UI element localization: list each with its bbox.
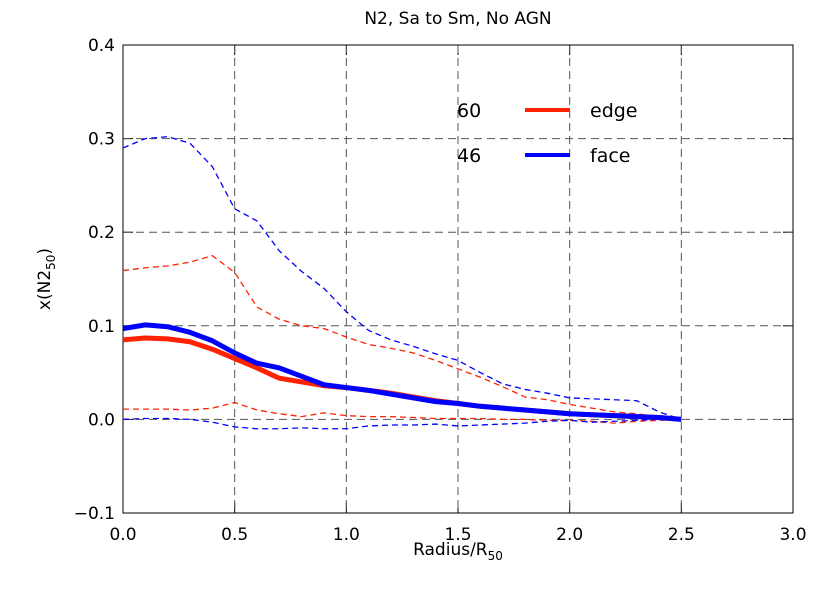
legend-count: 60 — [457, 100, 481, 122]
series-line — [123, 401, 682, 424]
x-axis-label: Radius/R50 — [413, 540, 503, 563]
x-tick-label: 2.5 — [668, 525, 695, 545]
x-tick-label: 0.5 — [221, 525, 248, 545]
series-line — [122, 417, 682, 430]
x-label-main: Radius/R — [413, 540, 488, 560]
y-axis-label: x(N250) — [35, 248, 58, 310]
x-tick-label: 0.0 — [109, 525, 136, 545]
legend-label: edge — [590, 100, 638, 122]
plot-frame — [122, 44, 794, 514]
y-label-sub: 50 — [44, 255, 58, 270]
x-tick-label: 3.0 — [779, 525, 806, 545]
x-tick-label: 1.5 — [444, 525, 471, 545]
x-tick-label: 2.0 — [556, 525, 583, 545]
x-label-sub: 50 — [488, 549, 503, 563]
series-line — [122, 254, 682, 421]
chart-title: N2, Sa to Sm, No AGN — [364, 9, 551, 29]
y-tick-label: 0.0 — [88, 410, 115, 430]
y-tick-label: 0.1 — [88, 317, 115, 337]
y-tick-label: 0.2 — [88, 223, 115, 243]
y-tick-label: −0.1 — [74, 504, 115, 524]
y-tick-label: 0.4 — [88, 36, 115, 56]
legend-count: 46 — [457, 145, 481, 167]
y-label-main: x(N2 — [35, 270, 55, 310]
series-line — [122, 136, 682, 421]
y-tick-label: 0.3 — [88, 130, 115, 150]
series-line — [122, 322, 682, 422]
x-tick-label: 1.0 — [333, 525, 360, 545]
legend-label: face — [590, 145, 630, 167]
y-label-close: ) — [35, 248, 55, 255]
